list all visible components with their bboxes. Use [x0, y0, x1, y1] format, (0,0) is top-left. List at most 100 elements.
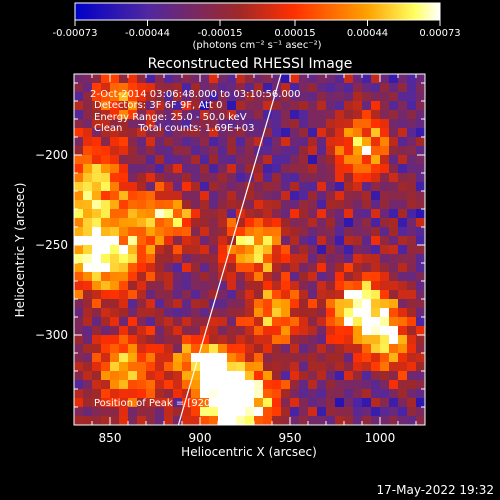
- heatmap-cell: [83, 380, 93, 390]
- heatmap-cell: [101, 200, 111, 210]
- heatmap-cell: [389, 92, 399, 102]
- heatmap-cell: [164, 398, 174, 408]
- heatmap-cell: [272, 353, 282, 363]
- heatmap-cell: [191, 218, 201, 228]
- heatmap-cell: [416, 155, 425, 165]
- heatmap-cell: [182, 335, 192, 345]
- heatmap-cell: [362, 128, 372, 138]
- heatmap-cell: [380, 83, 390, 93]
- heatmap-cell: [344, 335, 354, 345]
- heatmap-cell: [335, 344, 345, 354]
- heatmap-cell: [389, 371, 399, 381]
- heatmap-cell: [236, 236, 246, 246]
- heatmap-cell: [191, 209, 201, 219]
- heatmap-cell: [182, 200, 192, 210]
- heatmap-cell: [110, 407, 120, 417]
- heatmap-cell: [398, 362, 408, 372]
- heatmap-cell: [101, 218, 111, 228]
- heatmap-cell: [83, 173, 93, 183]
- heatmap-cell: [74, 254, 84, 264]
- heatmap-cell: [281, 236, 291, 246]
- heatmap-cell: [155, 137, 165, 147]
- heatmap-cell: [92, 182, 102, 192]
- heatmap-cell: [290, 290, 300, 300]
- heatmap-cell: [353, 146, 363, 156]
- heatmap-cell: [290, 308, 300, 318]
- heatmap-cell: [200, 299, 210, 309]
- heatmap-cell: [263, 290, 273, 300]
- heatmap-cell: [209, 128, 219, 138]
- heatmap-cell: [290, 128, 300, 138]
- heatmap-cell: [92, 308, 102, 318]
- heatmap-cell: [299, 308, 309, 318]
- heatmap-cell: [254, 272, 264, 282]
- heatmap-cell: [281, 353, 291, 363]
- heatmap-cell: [227, 335, 237, 345]
- heatmap-cell: [218, 146, 228, 156]
- heatmap-cell: [299, 101, 309, 111]
- heatmap-cell: [380, 110, 390, 120]
- heatmap-cell: [119, 128, 129, 138]
- heatmap-cell: [254, 128, 264, 138]
- heatmap-cell: [398, 218, 408, 228]
- heatmap-cell: [407, 353, 417, 363]
- heatmap-cell: [128, 407, 138, 417]
- heatmap-cell: [200, 380, 210, 390]
- heatmap-cell: [362, 164, 372, 174]
- heatmap-cell: [173, 101, 183, 111]
- heatmap-cell: [92, 299, 102, 309]
- heatmap-cell: [146, 254, 156, 264]
- heatmap-cell: [407, 299, 417, 309]
- heatmap-cell: [128, 344, 138, 354]
- heatmap-cell: [299, 146, 309, 156]
- heatmap-cell: [155, 128, 165, 138]
- heatmap-cell: [191, 398, 201, 408]
- heatmap-cell: [281, 416, 291, 425]
- heatmap-cell: [263, 200, 273, 210]
- heatmap-cell: [299, 137, 309, 147]
- heatmap-cell: [245, 335, 255, 345]
- heatmap-cell: [209, 362, 219, 372]
- heatmap-cell: [290, 335, 300, 345]
- heatmap-cell: [146, 137, 156, 147]
- heatmap-cell: [110, 416, 120, 425]
- heatmap-cell: [335, 74, 345, 84]
- heatmap-cell: [200, 317, 210, 327]
- heatmap-cell: [101, 110, 111, 120]
- heatmap-cell: [218, 416, 228, 425]
- heatmap-cell: [155, 281, 165, 291]
- heatmap-cell: [335, 254, 345, 264]
- heatmap-cell: [380, 263, 390, 273]
- heatmap-cell: [218, 272, 228, 282]
- heatmap-cell: [173, 254, 183, 264]
- heatmap-cell: [254, 110, 264, 120]
- heatmap-cell: [263, 227, 273, 237]
- heatmap-cell: [299, 398, 309, 408]
- heatmap-cell: [281, 155, 291, 165]
- heatmap-cell: [362, 254, 372, 264]
- heatmap-cell: [146, 371, 156, 381]
- heatmap-cell: [173, 389, 183, 399]
- heatmap-cell: [416, 362, 425, 372]
- heatmap-cell: [398, 317, 408, 327]
- heatmap-cell: [92, 362, 102, 372]
- heatmap-cell: [308, 146, 318, 156]
- heatmap-cell: [344, 389, 354, 399]
- heatmap-cell: [173, 416, 183, 425]
- heatmap-cell: [254, 326, 264, 336]
- heatmap-cell: [173, 119, 183, 129]
- heatmap-cell: [371, 110, 381, 120]
- heatmap-cell: [317, 101, 327, 111]
- heatmap-cell: [137, 245, 147, 255]
- heatmap-cell: [155, 326, 165, 336]
- heatmap-cell: [398, 335, 408, 345]
- heatmap-cell: [407, 407, 417, 417]
- heatmap-cell: [380, 218, 390, 228]
- heatmap-cell: [83, 200, 93, 210]
- heatmap-cell: [398, 191, 408, 201]
- heatmap-cell: [263, 380, 273, 390]
- heatmap-cell: [326, 83, 336, 93]
- heatmap-cell: [83, 353, 93, 363]
- heatmap-cell: [254, 317, 264, 327]
- heatmap-cell: [218, 335, 228, 345]
